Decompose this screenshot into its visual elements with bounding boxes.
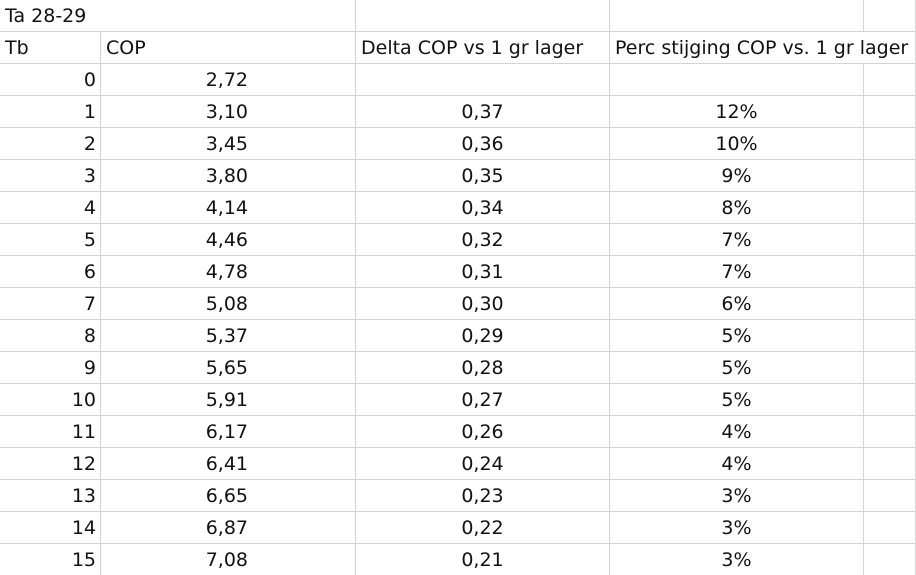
cell-perc-stijging[interactable]: 4%	[610, 416, 864, 448]
empty-cell[interactable]	[864, 128, 916, 160]
cell-tb[interactable]: 2	[0, 128, 101, 160]
cell-cop[interactable]: 5,91	[101, 384, 356, 416]
cell-perc-stijging[interactable]: 6%	[610, 288, 864, 320]
cell-delta-cop[interactable]: 0,22	[356, 512, 610, 544]
cell-tb[interactable]: 11	[0, 416, 101, 448]
empty-cell[interactable]	[864, 256, 916, 288]
cell-perc-stijging[interactable]: 5%	[610, 320, 864, 352]
cell-perc-stijging[interactable]: 12%	[610, 96, 864, 128]
cell-tb[interactable]: 13	[0, 480, 101, 512]
cell-cop[interactable]: 4,14	[101, 192, 356, 224]
empty-cell[interactable]	[864, 0, 916, 32]
cell-perc-stijging[interactable]: 7%	[610, 224, 864, 256]
cell-delta-cop[interactable]: 0,26	[356, 416, 610, 448]
cell-perc-stijging[interactable]: 5%	[610, 352, 864, 384]
cell-cop[interactable]: 4,46	[101, 224, 356, 256]
cell-tb[interactable]: 5	[0, 224, 101, 256]
empty-cell[interactable]	[864, 160, 916, 192]
empty-cell[interactable]	[864, 224, 916, 256]
cell-tb[interactable]: 1	[0, 96, 101, 128]
cell-cop[interactable]: 5,37	[101, 320, 356, 352]
cell-cop[interactable]: 3,45	[101, 128, 356, 160]
cell-delta-cop[interactable]: 0,35	[356, 160, 610, 192]
cell-cop[interactable]: 6,17	[101, 416, 356, 448]
empty-cell[interactable]	[864, 96, 916, 128]
cell-tb[interactable]: 4	[0, 192, 101, 224]
cell-delta-cop[interactable]: 0,34	[356, 192, 610, 224]
header-delta-cop[interactable]: Delta COP vs 1 gr lager	[356, 32, 610, 64]
empty-cell[interactable]	[864, 352, 916, 384]
cell-perc-stijging[interactable]: 3%	[610, 480, 864, 512]
cell-tb[interactable]: 8	[0, 320, 101, 352]
cell-tb[interactable]: 0	[0, 64, 101, 96]
cell-tb[interactable]: 14	[0, 512, 101, 544]
cell-tb[interactable]: 9	[0, 352, 101, 384]
cell-perc-stijging[interactable]	[610, 64, 864, 96]
cell-perc-stijging[interactable]: 10%	[610, 128, 864, 160]
cell-delta-cop[interactable]: 0,31	[356, 256, 610, 288]
cell-delta-cop[interactable]: 0,23	[356, 480, 610, 512]
cell-delta-cop[interactable]: 0,28	[356, 352, 610, 384]
cell-delta-cop[interactable]: 0,29	[356, 320, 610, 352]
cell-cop[interactable]: 6,87	[101, 512, 356, 544]
cell-cop[interactable]: 3,80	[101, 160, 356, 192]
cell-tb[interactable]: 10	[0, 384, 101, 416]
empty-cell[interactable]	[356, 0, 610, 32]
cell-tb[interactable]: 15	[0, 544, 101, 575]
empty-cell[interactable]	[864, 416, 916, 448]
cell-perc-stijging[interactable]: 7%	[610, 256, 864, 288]
empty-cell[interactable]	[864, 448, 916, 480]
cell-cop[interactable]: 6,41	[101, 448, 356, 480]
cell-tb[interactable]: 3	[0, 160, 101, 192]
empty-cell[interactable]	[864, 384, 916, 416]
empty-cell[interactable]	[864, 512, 916, 544]
cell-cop[interactable]: 6,65	[101, 480, 356, 512]
header-perc-stijging[interactable]: Perc stijging COP vs. 1 gr lager	[610, 32, 908, 64]
cell-perc-stijging[interactable]: 8%	[610, 192, 864, 224]
cell-delta-cop[interactable]: 0,30	[356, 288, 610, 320]
title-cell[interactable]: Ta 28-29	[0, 0, 101, 32]
cell-cop[interactable]: 5,65	[101, 352, 356, 384]
cell-perc-stijging[interactable]: 5%	[610, 384, 864, 416]
cell-tb[interactable]: 6	[0, 256, 101, 288]
empty-cell[interactable]	[864, 64, 916, 96]
cell-delta-cop[interactable]: 0,32	[356, 224, 610, 256]
cell-perc-stijging[interactable]: 4%	[610, 448, 864, 480]
cell-perc-stijging[interactable]: 3%	[610, 544, 864, 575]
empty-cell[interactable]	[864, 320, 916, 352]
cell-delta-cop[interactable]: 0,24	[356, 448, 610, 480]
cell-cop[interactable]: 5,08	[101, 288, 356, 320]
cell-perc-stijging[interactable]: 9%	[610, 160, 864, 192]
cell-tb[interactable]: 7	[0, 288, 101, 320]
cell-tb[interactable]: 12	[0, 448, 101, 480]
empty-cell[interactable]	[864, 544, 916, 575]
cell-cop[interactable]: 7,08	[101, 544, 356, 575]
empty-cell[interactable]	[610, 0, 864, 32]
header-tb[interactable]: Tb	[0, 32, 101, 64]
cell-cop[interactable]: 4,78	[101, 256, 356, 288]
cell-delta-cop[interactable]: 0,36	[356, 128, 610, 160]
empty-cell[interactable]	[864, 480, 916, 512]
empty-cell[interactable]	[864, 288, 916, 320]
cell-delta-cop[interactable]	[356, 64, 610, 96]
cell-perc-stijging[interactable]: 3%	[610, 512, 864, 544]
cell-delta-cop[interactable]: 0,27	[356, 384, 610, 416]
header-cop[interactable]: COP	[101, 32, 356, 64]
cell-cop[interactable]: 3,10	[101, 96, 356, 128]
cell-cop[interactable]: 2,72	[101, 64, 356, 96]
cell-delta-cop[interactable]: 0,37	[356, 96, 610, 128]
empty-cell[interactable]	[864, 192, 916, 224]
empty-cell[interactable]	[101, 0, 356, 32]
cell-delta-cop[interactable]: 0,21	[356, 544, 610, 575]
